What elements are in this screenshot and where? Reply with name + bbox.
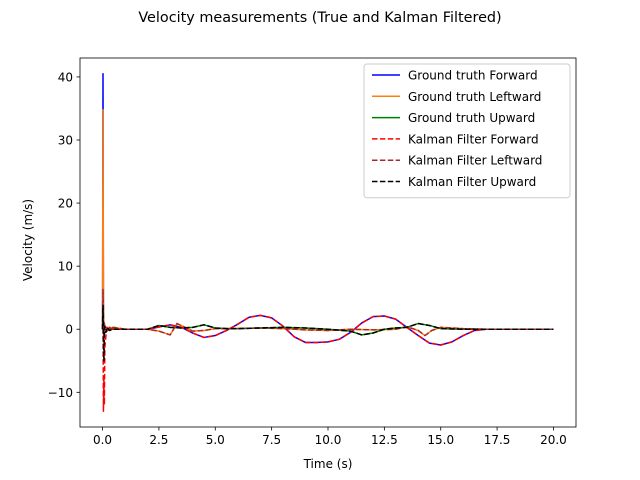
legend-label: Ground truth Upward [408, 111, 535, 125]
chart-title: Velocity measurements (True and Kalman F… [138, 10, 501, 26]
y-tick-label: 30 [58, 134, 73, 148]
x-tick-label: 20.0 [540, 433, 567, 447]
x-tick-label: 2.5 [149, 433, 168, 447]
x-axis-ticks: 0.0 2.5 5.0 7.5 10.0 12.5 15.0 17.5 20.0 [93, 427, 567, 447]
y-tick-label: 0 [65, 323, 73, 337]
y-axis-label: Velocity (m/s) [21, 199, 35, 281]
series-line-6 [101, 304, 554, 362]
legend-box [363, 63, 571, 199]
x-tick-label: 17.5 [484, 433, 511, 447]
x-tick-label: 0.0 [93, 433, 112, 447]
x-tick-label: 10.0 [315, 433, 342, 447]
x-tick-label: 12.5 [371, 433, 398, 447]
plot-series-layer [101, 73, 554, 412]
legend: Ground truth Forward Ground truth Leftwar… [363, 63, 571, 199]
legend-label: Kalman Filter Forward [408, 132, 539, 146]
x-tick-label: 15.0 [427, 433, 454, 447]
x-axis-label: Time (s) [303, 457, 353, 471]
y-tick-label: 40 [58, 70, 73, 84]
legend-label: Kalman Filter Leftward [408, 154, 542, 168]
y-tick-label: 20 [58, 197, 73, 211]
y-tick-label: −10 [48, 386, 73, 400]
legend-label: Ground truth Leftward [408, 90, 541, 104]
legend-label: Ground truth Forward [408, 69, 538, 83]
series-line-4 [101, 314, 554, 412]
x-tick-label: 5.0 [206, 433, 225, 447]
y-axis-ticks: −10 0 10 20 30 40 [48, 70, 80, 400]
x-tick-label: 7.5 [262, 433, 281, 447]
y-tick-label: 10 [58, 260, 73, 274]
legend-label: Kalman Filter Upward [408, 175, 536, 189]
